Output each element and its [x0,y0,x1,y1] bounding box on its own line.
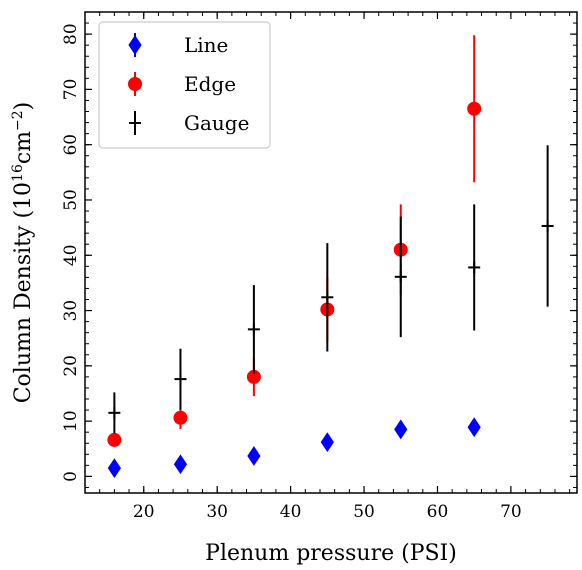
data-point-diamond-marker [394,419,408,440]
x-tick-label: 40 [280,502,302,522]
x-tick-label: 60 [427,502,449,522]
y-axis-label-base: Column Density (10 [11,182,36,403]
x-tick-label: 20 [133,502,155,522]
legend: Line Edge Gauge [98,21,271,149]
y-tick-label: 0 [61,471,81,482]
y-tick-label: 60 [61,134,81,156]
legend-label: Line [184,33,228,57]
legend-circle-marker [128,77,142,91]
y-tick-label: 20 [61,355,81,377]
data-point-diamond-marker [173,454,188,475]
data-point-diamond-marker [467,417,481,438]
legend-entry-line: Line [128,33,228,57]
major-ticks [85,12,577,493]
y-tick-label: 80 [61,23,81,45]
y-axis-label-mid: cm [11,131,36,164]
tick-labels: 20 30 40 50 60 70 0 10 20 30 40 50 60 70 80 [61,23,522,522]
x-tick-label: 50 [353,502,375,522]
x-tick-label: 30 [206,502,228,522]
y-axis-label-end: ) [11,102,36,111]
data-point-circle-marker [467,101,482,116]
y-axis-label-exp2: −2 [10,110,26,131]
data-point-circle-marker [173,410,188,425]
y-tick-label: 30 [61,300,81,322]
series-gauge [108,145,554,434]
series-line [107,417,481,479]
y-tick-label: 40 [61,244,81,266]
data-point-diamond-marker [107,458,121,479]
y-axis-label: Column Density (1016cm−2) [10,102,36,404]
x-axis-label: Plenum pressure (PSI) [205,541,457,566]
y-axis-label-exp1: 16 [10,164,26,182]
legend-entry-gauge: Gauge [129,111,249,135]
x-tick-label: 70 [500,502,522,522]
plot-frame [84,11,578,494]
legend-label: Edge [184,72,236,96]
y-tick-label: 10 [61,410,81,432]
data-point-diamond-marker [247,446,261,466]
data-point-circle-marker [107,432,122,447]
legend-box [98,21,271,149]
series-layer [107,35,554,479]
data-point-diamond-marker [320,432,334,453]
legend-label: Gauge [184,111,249,135]
y-tick-label: 50 [61,189,81,211]
legend-entry-edge: Edge [128,72,236,96]
y-tick-label: 70 [61,79,81,101]
legend-diamond-marker [128,35,142,55]
